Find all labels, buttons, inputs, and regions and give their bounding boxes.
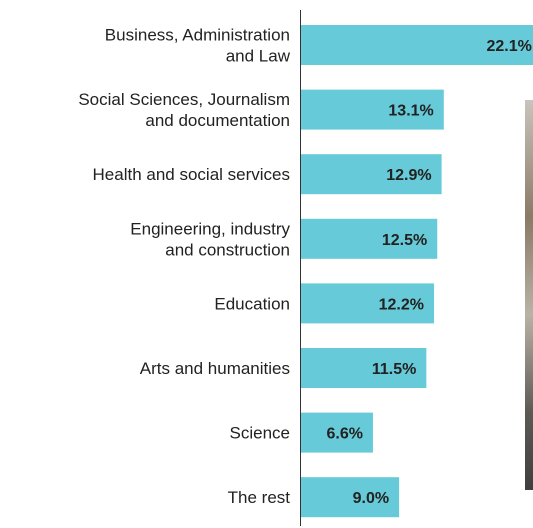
category-label: Engineering, industry and construction [130, 219, 290, 259]
category-label-line: Business, Administration [105, 26, 290, 45]
bar [301, 218, 438, 259]
value-label: 12.5% [382, 232, 427, 249]
bar [301, 89, 444, 130]
value-label: 12.2% [379, 296, 424, 313]
category-label-line: Health and social services [93, 165, 290, 184]
bar [301, 283, 434, 324]
photo-edge [525, 100, 533, 490]
bar [301, 477, 400, 518]
category-label: Science [230, 424, 290, 443]
category-label: Arts and humanities [140, 359, 290, 378]
category-label: Health and social services [93, 165, 290, 184]
category-label-line: and documentation [145, 111, 290, 130]
category-label: Education [214, 294, 290, 313]
value-label: 9.0% [353, 490, 389, 507]
bar [301, 154, 442, 195]
category-label-line: and Law [226, 47, 291, 66]
bar [301, 412, 373, 453]
category-label: The rest [228, 488, 291, 507]
value-label: 13.1% [388, 103, 433, 120]
bar [301, 348, 427, 388]
bar [301, 25, 533, 65]
value-label: 6.6% [326, 426, 362, 443]
category-label-line: Science [230, 424, 290, 443]
category-label-line: Social Sciences, Journalism [78, 90, 290, 109]
category-label: Business, Administration and Law [105, 26, 291, 66]
category-label-line: The rest [228, 488, 291, 507]
value-label: 12.9% [386, 167, 431, 184]
category-label-line: Arts and humanities [140, 359, 290, 378]
category-label-line: Engineering, industry [130, 219, 290, 238]
category-label-line: Education [214, 294, 290, 313]
category-label-line: and construction [165, 240, 290, 259]
value-label: 22.1% [487, 38, 532, 55]
value-label: 11.5% [372, 361, 416, 378]
category-label: Social Sciences, Journalism and documenta… [78, 90, 290, 130]
